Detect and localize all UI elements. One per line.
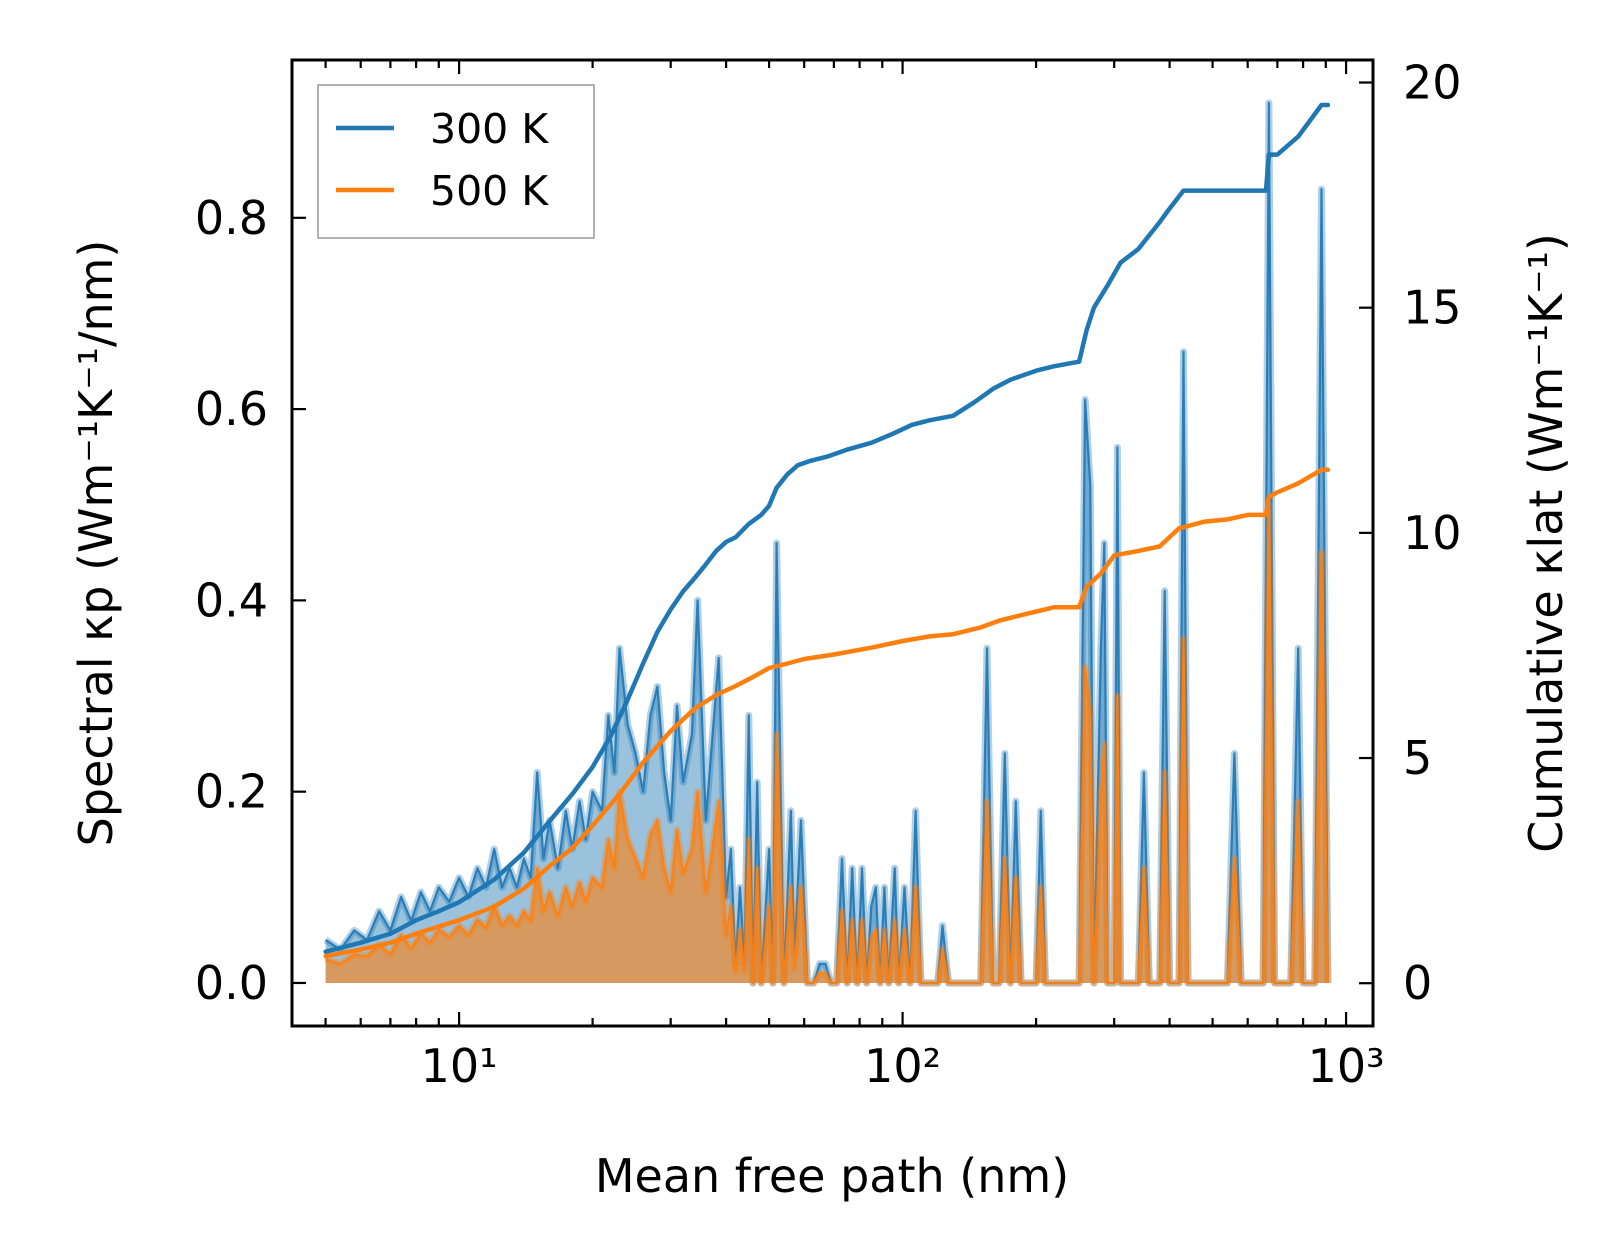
- y-left-tick-label: 0.0: [195, 956, 268, 1010]
- spectral-line-500k: [325, 503, 1329, 985]
- legend-label-500k: 500 K: [430, 167, 549, 215]
- x-tick-label: 10²: [864, 1039, 941, 1093]
- y-left-tick-label: 0.6: [195, 382, 268, 436]
- legend: 300 K 500 K: [317, 84, 595, 239]
- cumulative-line-300k: [323, 102, 1331, 954]
- legend-label-300k: 300 K: [430, 105, 549, 153]
- legend-box: [317, 84, 595, 239]
- cumulative-line-500k: [323, 467, 1331, 959]
- y-left-tick-label: 0.8: [195, 191, 268, 245]
- y-right-tick-label: 5: [1403, 731, 1432, 785]
- y-left-tick-label: 0.2: [195, 765, 268, 819]
- y-axis-title-left: Spectral κp (Wm⁻¹K⁻¹/nm): [69, 240, 123, 847]
- y-right-tick-label: 10: [1403, 506, 1462, 560]
- y-right-tick-label: 15: [1403, 281, 1462, 335]
- x-tick-label: 10¹: [421, 1039, 498, 1093]
- y-left-tick-label: 0.4: [195, 573, 268, 627]
- data-layer: [323, 99, 1332, 987]
- y-axis-title-right: Cumulative κlat (Wm⁻¹K⁻¹): [1519, 233, 1573, 853]
- y-right-tick-label: 20: [1403, 56, 1462, 110]
- tick-label-layer: 10¹ 10² 10³ 0.0 0.2 0.4 0.6 0.8 0 5 10 15 20: [195, 56, 1462, 1093]
- x-tick-label: 10³: [1308, 1039, 1385, 1093]
- plot-frame: [290, 58, 1375, 1028]
- y-right-tick-label: 0: [1403, 956, 1432, 1010]
- x-axis-title: Mean free path (nm): [595, 1149, 1069, 1203]
